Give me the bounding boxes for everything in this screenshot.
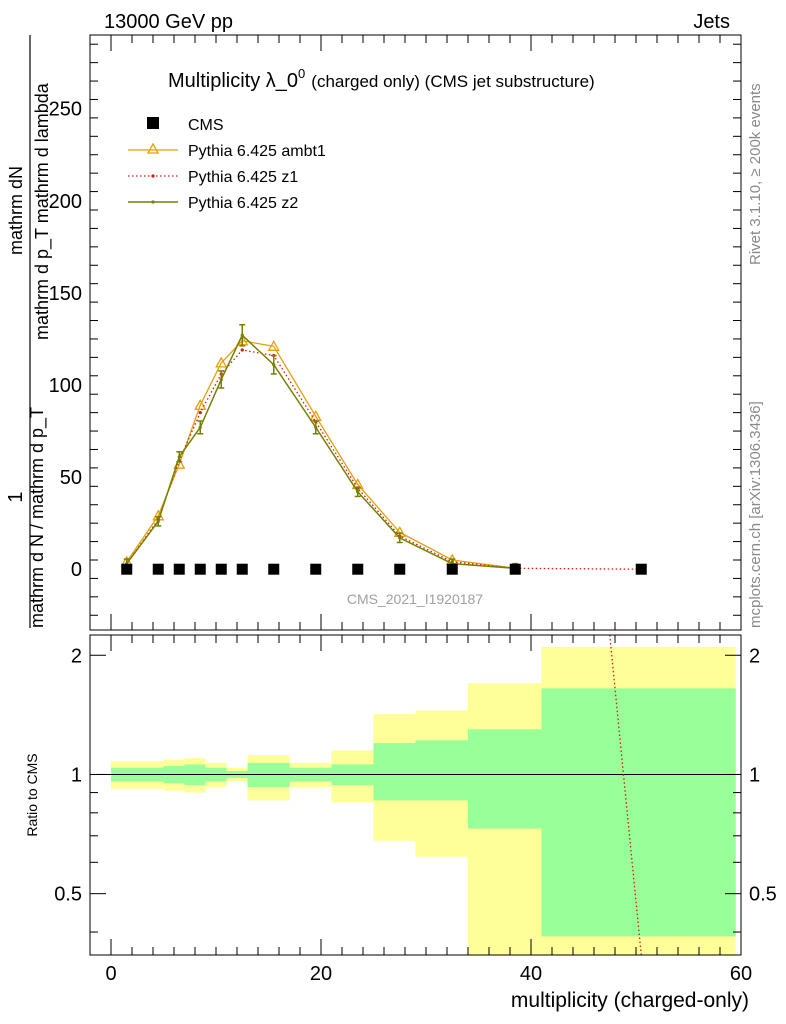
series-line-ambt1 <box>126 340 516 569</box>
xlabel: multiplicity (charged-only) <box>511 989 749 1012</box>
header-left: 13000 GeV pp <box>104 11 233 33</box>
series-line-z1 <box>126 349 642 570</box>
ratio-ylabel: Ratio to CMS <box>24 753 40 836</box>
cms-point <box>310 563 322 575</box>
ambt1-point <box>267 339 280 351</box>
z2-point <box>219 377 223 382</box>
ratio-ytick-label: 2 <box>71 645 82 667</box>
title-small: (charged only) (CMS jet substructure) <box>311 72 594 91</box>
ratio-axis-ticks: 0.5 0.51 12 20 20 40 60 <box>54 635 777 985</box>
legend-cms-label: CMS <box>188 117 224 134</box>
title-main: Multiplicity λ_0 <box>168 70 298 92</box>
header-right: Jets <box>693 11 730 33</box>
series-line-z2 <box>126 334 516 570</box>
xtick-label: 0 <box>105 963 116 985</box>
z2-point <box>156 519 160 523</box>
ratio-z1-line <box>609 635 642 955</box>
cms-point <box>446 563 458 575</box>
legend-z2-marker <box>151 200 155 204</box>
legend-cms-marker <box>147 117 159 129</box>
ratio-ytick-label-right: 1 <box>749 764 760 786</box>
z2-point <box>272 363 276 367</box>
main-ytick-label: 50 <box>60 467 82 489</box>
z2-point <box>198 425 202 429</box>
cms-point <box>352 563 364 575</box>
ambt1-point <box>194 398 207 410</box>
cms-point <box>236 563 248 575</box>
ratio-ytick-label: 1 <box>71 764 82 786</box>
cms-point <box>194 563 206 575</box>
ratio-ytick-label: 0.5 <box>54 884 82 906</box>
cms-point <box>173 563 185 575</box>
main-plot-frame <box>89 34 742 631</box>
legend-ambt1-marker <box>146 142 160 154</box>
main-axis-ticks: 0 50 100 150 200 250 <box>49 35 742 630</box>
cms-point <box>394 563 406 575</box>
z2-point <box>356 490 360 494</box>
ratio-green-band <box>373 743 416 801</box>
main-ytick-label: 100 <box>49 375 82 397</box>
main-ylabel: 1 mathrm d N / mathrm d p_T mathrm dN ma… <box>5 35 53 628</box>
legend-z1-label: Pythia 6.425 z1 <box>188 169 298 186</box>
ratio-plot-frame <box>89 634 742 956</box>
ratio-plot: 0.5 0.51 12 20 20 40 60 Ratio to CMS multiplic… <box>24 634 777 1012</box>
z1-point <box>198 411 202 415</box>
cms-point <box>635 563 647 575</box>
z1-point <box>240 348 244 352</box>
xtick-label: 20 <box>310 963 332 985</box>
main-ytick-label: 200 <box>49 191 82 213</box>
ratio-green-band <box>468 729 542 829</box>
cms-point <box>509 563 521 575</box>
xtick-label: 60 <box>730 963 752 985</box>
ylabel-line2: mathrm d p_T mathrm d lambda <box>32 82 53 340</box>
watermark: CMS_2021_I1920187 <box>347 591 483 607</box>
z2-point <box>177 455 181 459</box>
title-sup: 0 <box>298 66 305 81</box>
ambt1-point <box>215 356 228 368</box>
ratio-green-band <box>415 740 468 801</box>
cms-point <box>152 563 164 575</box>
xtick-label: 40 <box>520 963 542 985</box>
main-title: Multiplicity λ_00 (charged only) (CMS jet… <box>168 66 595 92</box>
ratio-ytick-label-right: 2 <box>749 645 760 667</box>
legend: CMS Pythia 6.425 ambt1 Pythia 6.425 z1 P… <box>128 117 326 212</box>
main-ytick-label: 0 <box>71 559 82 581</box>
z2-point <box>398 536 402 540</box>
cms-point <box>268 563 280 575</box>
side-text-bottom: mcplots.cern.ch [arXiv:1306.3436] <box>747 401 764 628</box>
cms-point <box>121 563 133 575</box>
side-text-top: Rivet 3.1.10, ≥ 200k events <box>747 83 764 265</box>
main-ytick-label: 150 <box>49 283 82 305</box>
legend-z2-label: Pythia 6.425 z2 <box>188 195 298 212</box>
z2-point <box>240 333 244 337</box>
ylabel-frac-top: 1 <box>5 491 27 502</box>
legend-z1-marker <box>151 174 155 178</box>
ylabel-frac-bottom: mathrm d N / mathrm d p_T <box>27 407 48 628</box>
legend-ambt1-label: Pythia 6.425 ambt1 <box>188 143 326 160</box>
main-ytick-label: 250 <box>49 99 82 121</box>
cms-point <box>215 563 227 575</box>
ratio-ytick-label-right: 0.5 <box>749 884 777 906</box>
z2-point <box>314 425 318 429</box>
ylabel-line1: mathrm dN <box>6 166 26 255</box>
ratio-green-band <box>541 688 736 937</box>
